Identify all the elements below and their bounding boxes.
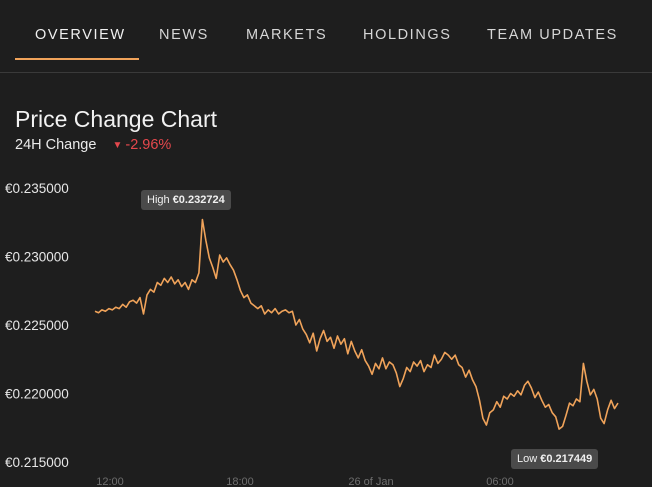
change-label: 24H Change [15, 137, 97, 153]
low-label: Low [517, 453, 538, 465]
down-arrow-icon: ▼ [112, 140, 123, 151]
high-label: High [147, 194, 170, 206]
nav-tabs: OVERVIEW NEWS MARKETS HOLDINGS TEAM UPDA… [0, 0, 652, 73]
change-row: 24H Change ▼ -2.96% [15, 137, 171, 153]
high-tooltip: High €0.232724 [141, 190, 231, 210]
y-tick-label: €0.230000 [5, 250, 69, 265]
y-tick-label: €0.215000 [5, 455, 69, 470]
x-tick-label: 26 of Jan [348, 476, 393, 487]
low-value: €0.217449 [540, 453, 593, 465]
tab-markets[interactable]: MARKETS [246, 27, 328, 43]
x-tick-label: 12:00 [96, 476, 124, 487]
tab-holdings[interactable]: HOLDINGS [363, 27, 452, 43]
low-tooltip: Low €0.217449 [511, 449, 599, 469]
price-chart: €0.235000 €0.230000 €0.225000 €0.220000 €0.2… [5, 181, 619, 487]
change-value: ▼ -2.96% [112, 137, 171, 153]
x-tick-label: 18:00 [226, 476, 254, 487]
chart-title: Price Change Chart [15, 106, 217, 132]
x-tick-label: 06:00 [486, 476, 514, 487]
change-percent: -2.96% [125, 137, 172, 153]
price-line [94, 218, 619, 430]
tab-team-updates[interactable]: TEAM UPDATES [487, 27, 618, 43]
y-tick-label: €0.225000 [5, 318, 69, 333]
tab-overview[interactable]: OVERVIEW [35, 27, 126, 43]
y-tick-label: €0.235000 [5, 181, 69, 196]
y-tick-label: €0.220000 [5, 387, 69, 402]
high-value: €0.232724 [172, 194, 225, 206]
active-tab-indicator [15, 58, 139, 60]
tab-news[interactable]: NEWS [159, 27, 209, 43]
